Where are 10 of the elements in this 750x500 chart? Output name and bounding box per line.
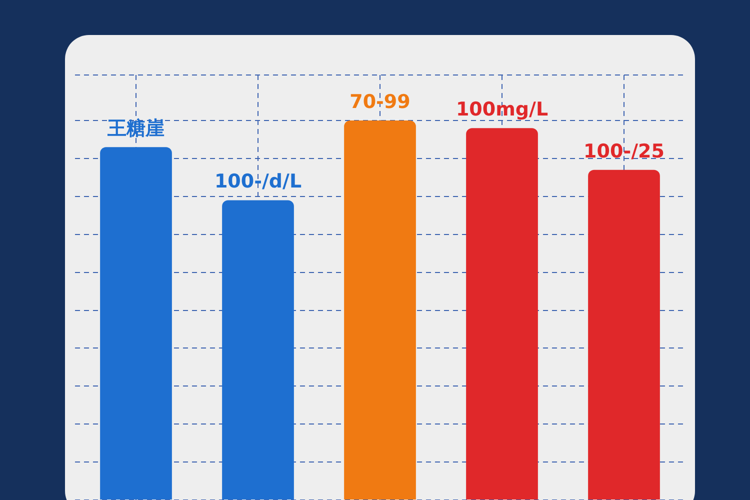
bar [588,170,660,500]
text: 70-99 [350,90,410,113]
annotation: 100-/25 [584,140,664,162]
annotation: 100-/d/L [214,170,302,193]
annotation: 王糖崖 [106,118,164,140]
bar [466,128,538,500]
bar [344,120,416,500]
text: 100mg/L [456,98,548,121]
bar [222,200,294,500]
bar [100,147,172,500]
